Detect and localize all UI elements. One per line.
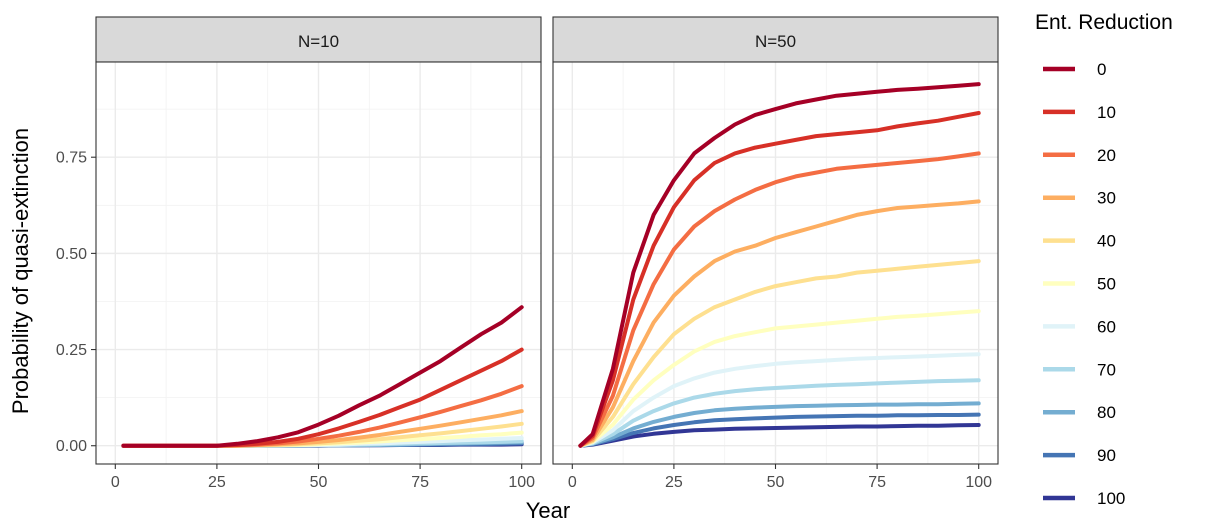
x-axis-title: Year xyxy=(526,498,570,523)
facet-strip xyxy=(95,16,542,63)
panel-n50: N=50 xyxy=(552,16,999,465)
x-tick-label: 25 xyxy=(208,474,226,491)
facet-strip-label: N=10 xyxy=(298,32,339,51)
legend-label-10: 10 xyxy=(1097,103,1116,122)
series-line-100 xyxy=(578,423,981,448)
legend-label-100: 100 xyxy=(1097,489,1125,508)
panel-n10: N=10 xyxy=(95,16,542,465)
legend-label-60: 60 xyxy=(1097,317,1116,336)
x-tick-label: 75 xyxy=(868,474,886,491)
legend-label-30: 30 xyxy=(1097,189,1116,208)
x-tick-label: 50 xyxy=(767,474,785,491)
series-line-0 xyxy=(578,82,981,448)
series-line-60 xyxy=(578,352,981,448)
x-tick-label: 75 xyxy=(411,474,429,491)
x-tick-label: 0 xyxy=(111,474,120,491)
legend: Ent. Reduction 0 10 20 30 40 50 60 70 80 90 100 xyxy=(1035,11,1173,508)
series-line-10 xyxy=(578,111,981,448)
legend-label-90: 90 xyxy=(1097,446,1116,465)
y-axis: 0.00 0.25 0.50 0.75 xyxy=(56,150,96,455)
y-tick-label: 0.50 xyxy=(56,246,87,263)
series-line-70 xyxy=(578,378,981,448)
y-tick-label: 0.25 xyxy=(56,342,87,359)
legend-label-70: 70 xyxy=(1097,360,1116,379)
series-line-0 xyxy=(121,305,524,448)
series-line-80 xyxy=(578,401,981,448)
legend-label-40: 40 xyxy=(1097,232,1116,251)
legend-label-50: 50 xyxy=(1097,275,1116,294)
series-line-20 xyxy=(578,151,981,448)
series-line-30 xyxy=(578,199,981,448)
x-tick-label: 100 xyxy=(965,474,992,491)
x-tick-label: 100 xyxy=(508,474,535,491)
y-axis-title: Probability of quasi-extinction xyxy=(8,128,33,414)
legend-label-20: 20 xyxy=(1097,146,1116,165)
y-tick-label: 0.00 xyxy=(56,438,87,455)
legend-label-80: 80 xyxy=(1097,403,1116,422)
series-line-90 xyxy=(578,412,981,448)
series-line-50 xyxy=(578,309,981,448)
legend-title: Ent. Reduction xyxy=(1035,11,1173,34)
legend-entries: 0 10 20 30 40 50 60 70 80 90 100 xyxy=(1043,60,1125,508)
facet-strip-label: N=50 xyxy=(755,32,796,51)
series-line-40 xyxy=(578,259,981,448)
legend-label-0: 0 xyxy=(1097,60,1106,79)
x-tick-label: 50 xyxy=(310,474,328,491)
x-tick-label: 0 xyxy=(568,474,577,491)
y-tick-label: 0.75 xyxy=(56,150,87,167)
x-axis: 0 25 50 75 100 0 25 50 75 100 xyxy=(111,464,992,491)
x-tick-label: 25 xyxy=(665,474,683,491)
